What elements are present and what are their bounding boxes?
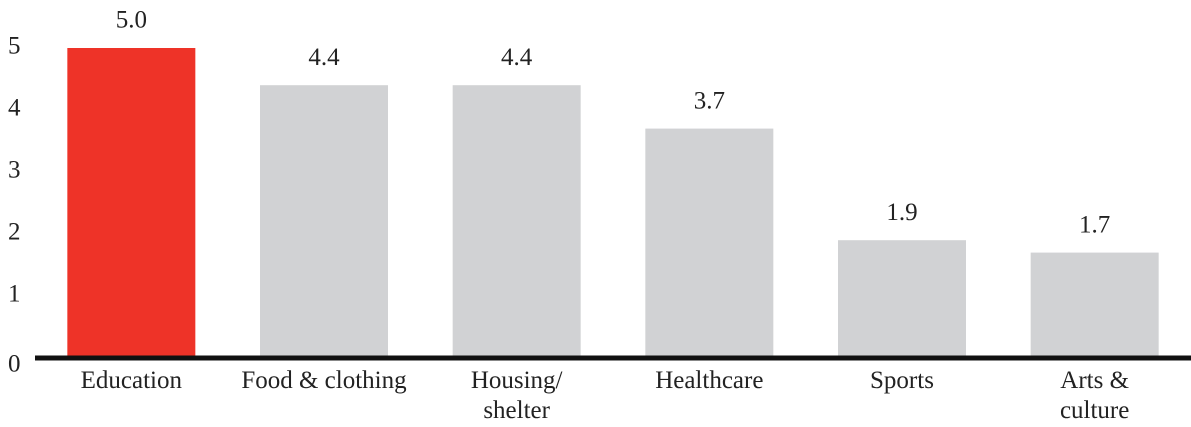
bar [645, 128, 774, 358]
x-tick-label: Education [80, 367, 182, 394]
x-tick-label: Food & clothing [241, 367, 407, 394]
y-tick-label: 1 [8, 281, 21, 308]
y-tick-label: 5 [8, 33, 21, 60]
x-tick-label: Housing/ shelter [470, 367, 563, 424]
bar [67, 48, 196, 358]
bar [260, 85, 388, 358]
bar [1030, 252, 1159, 358]
value-label: 4.4 [501, 44, 533, 71]
x-tick-label: Arts & culture [1059, 367, 1130, 424]
value-label: 5.0 [116, 7, 147, 34]
value-label: 3.7 [694, 87, 725, 114]
x-tick-label: Sports [870, 367, 934, 394]
y-tick-label: 4 [8, 95, 21, 122]
y-tick-label: 2 [8, 219, 21, 246]
bar [838, 240, 966, 358]
y-tick-label: 3 [8, 157, 21, 184]
bar [452, 85, 581, 358]
value-label: 4.4 [308, 44, 340, 71]
value-label: 1.9 [886, 199, 917, 226]
value-label: 1.7 [1079, 211, 1110, 238]
y-tick-label: 0 [8, 351, 21, 378]
x-tick-label: Healthcare [655, 367, 764, 394]
